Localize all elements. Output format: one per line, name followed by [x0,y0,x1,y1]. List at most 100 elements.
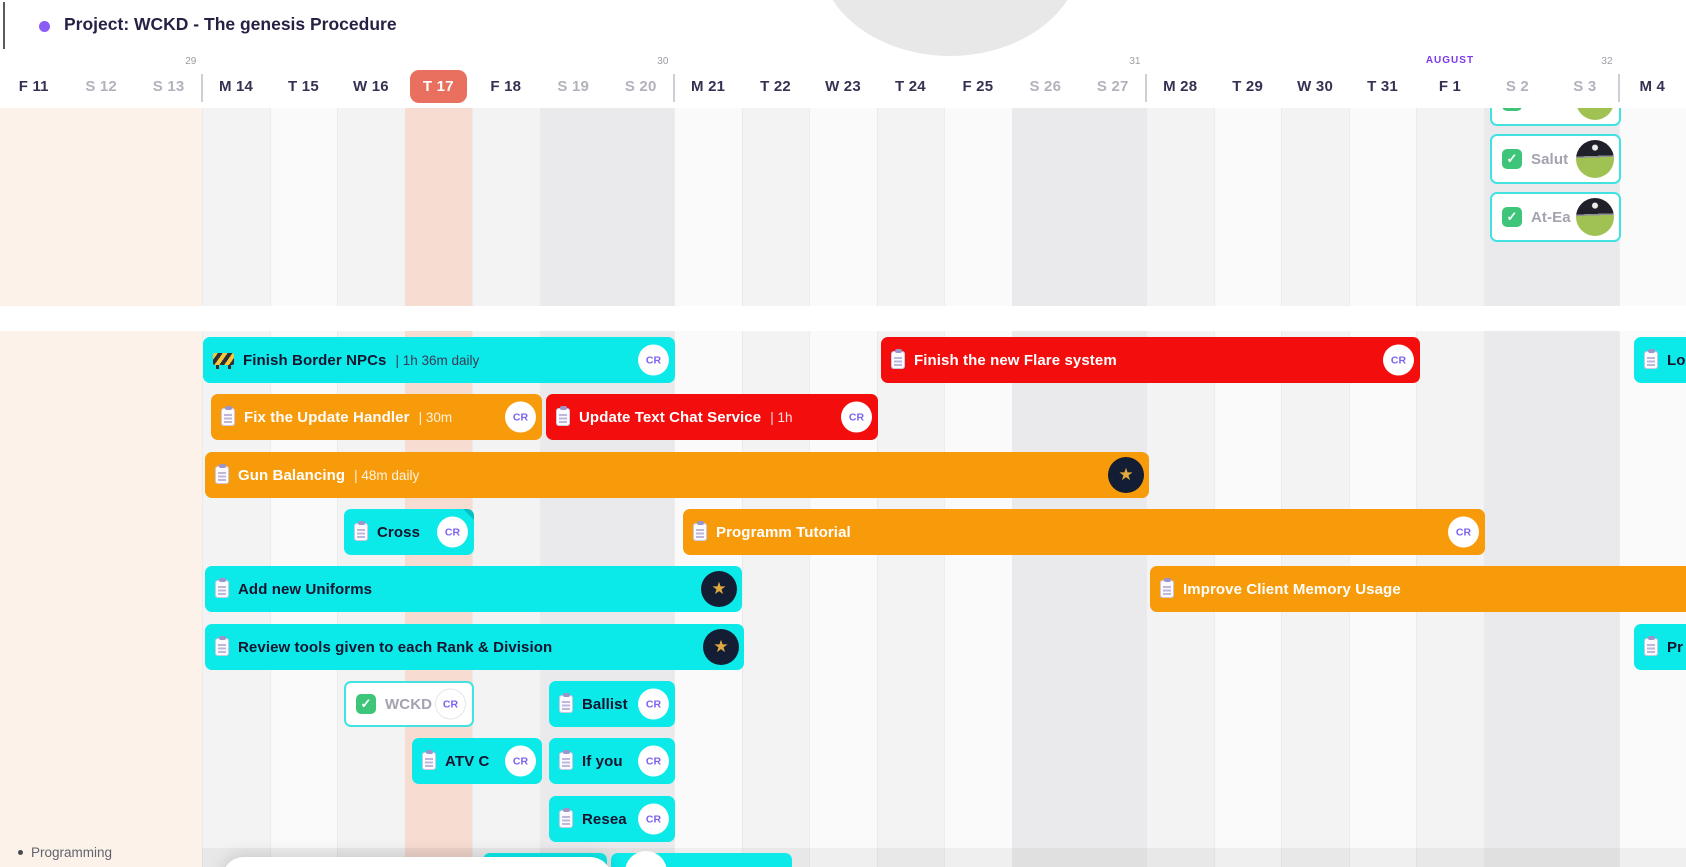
roadblock-icon [213,353,234,369]
day-label-m-4: M 4 [1639,78,1666,95]
day-label-w-16: W 16 [353,78,389,95]
section-separator [0,306,1686,331]
week-number-29: 29 [185,56,197,67]
task-bar-lo[interactable]: Lo [1634,337,1686,383]
clipboard-icon [1160,578,1174,598]
clipboard-icon [215,636,229,656]
task-bar-improve-client-memory-usage[interactable]: Improve Client Memory Usage [1150,566,1686,612]
cr-badge[interactable]: CR [638,803,669,835]
clipboard-icon [556,406,570,426]
avatar-badge-partial [625,851,667,867]
clipboard-icon [354,521,368,541]
day-label-s-13: S 13 [152,78,185,95]
cr-badge[interactable]: CR [1448,516,1479,548]
task-title: Finish Border NPCs [243,351,387,369]
task-bar-update-text-chat-service[interactable]: Update Text Chat Service | 1h CR [546,394,878,440]
day-label-s-27: S 27 [1096,78,1129,95]
task-title: Add new Uniforms [238,580,373,598]
project-color-dot [39,21,50,32]
checkbox-icon[interactable]: ✓ [356,694,376,714]
day-label-m-28: M 28 [1163,78,1198,95]
day-label-t-31: T 31 [1367,78,1398,95]
task-bar-fix-the-update-handler[interactable]: Fix the Update Handler | 30m CR [211,394,542,440]
section-label-text: Programming [31,845,113,860]
task-title: At-Ea [1531,208,1571,226]
task-title: Update Text Chat Service [579,408,762,426]
day-label-s-12: S 12 [85,78,117,95]
grid-column-f-11 [0,108,69,867]
task-title: Lo [1667,351,1686,369]
task-title: Cross [377,523,421,541]
section-bullet-icon [18,850,23,855]
assignee-avatar-eagle[interactable]: ★ [1108,457,1144,493]
task-bar-at-ease[interactable]: ✓ At-Ea [1490,192,1621,242]
task-bar-programm-tutorial[interactable]: Programm Tutorial CR [683,509,1485,555]
day-label-w-30: W 30 [1297,78,1333,95]
clipboard-icon [693,521,707,541]
task-bar-gun-balancing[interactable]: Gun Balancing | 48m daily ★ [205,452,1149,498]
day-label-f-1: F 1 [1438,78,1462,95]
task-bar-cross[interactable]: Cross CR [344,509,474,555]
week-divider-tick [1145,74,1148,102]
task-bar-ballist[interactable]: Ballist CR [549,681,675,727]
assignee-avatar-pirate[interactable] [1576,198,1614,236]
cr-badge[interactable]: CR [841,401,872,433]
day-label-t-22: T 22 [760,78,791,95]
checkbox-icon[interactable]: ✓ [1502,207,1522,227]
task-bar-wckd[interactable]: ✓ WCKD CR [344,681,474,727]
task-bar-finish-the-new-flare-system[interactable]: Finish the new Flare system CR [881,337,1420,383]
header-left-divider [3,2,5,49]
assignee-avatar-pirate[interactable] [1576,140,1614,178]
week-divider-tick [201,74,204,102]
task-title: Salut [1531,150,1569,168]
week-number-31: 31 [1129,56,1141,67]
clipboard-icon [221,406,235,426]
task-bar-review-tools-rank-division[interactable]: Review tools given to each Rank & Divisi… [205,624,744,670]
task-bar-pr[interactable]: Pr [1634,624,1686,670]
checkbox-icon[interactable]: ✓ [1502,149,1522,169]
task-title: Ballist [582,695,628,713]
cr-badge[interactable]: CR [638,688,669,720]
task-bar-bottom-task-b[interactable] [611,851,792,867]
clipboard-icon [559,808,573,828]
cr-badge[interactable]: CR [437,516,468,548]
clipboard-icon [1644,636,1658,656]
task-title: Resea [582,810,627,828]
assignee-avatar-eagle[interactable]: ★ [701,571,737,607]
cr-badge[interactable]: CR [505,401,536,433]
week-number-32: 32 [1601,56,1613,67]
task-title: Review tools given to each Rank & Divisi… [238,638,553,656]
cr-badge[interactable]: CR [1383,344,1414,376]
task-title: Pr [1667,638,1684,656]
cr-badge[interactable]: CR [505,745,536,777]
day-label-s-2: S 2 [1505,78,1529,95]
task-duration-suffix: | 1h [770,409,793,425]
assignee-avatar-eagle[interactable]: ★ [703,629,739,665]
task-bar-if-you[interactable]: If you CR [549,738,675,784]
task-title: Fix the Update Handler [244,408,410,426]
cr-badge[interactable]: CR [638,745,669,777]
task-bar-finish-border-npcs[interactable]: Finish Border NPCs | 1h 36m daily CR [203,337,675,383]
day-label-s-3: S 3 [1573,78,1597,95]
week-number-30: 30 [657,56,669,67]
cr-badge[interactable]: CR [435,688,466,720]
day-label-t-15: T 15 [288,78,319,95]
task-title: ATV C [445,752,490,770]
day-label-f-11: F 11 [18,78,49,95]
task-bar-add-new-uniforms[interactable]: Add new Uniforms ★ [205,566,742,612]
cr-badge[interactable]: CR [638,344,669,376]
day-label-s-26: S 26 [1029,78,1062,95]
task-bar-salute[interactable]: ✓ Salut [1490,134,1621,184]
task-duration-suffix: | 30m [418,409,453,425]
clipboard-icon [422,750,436,770]
day-label-f-18: F 18 [490,78,522,95]
grid-column-t-29 [1213,108,1283,867]
bottom-popover[interactable] [222,857,612,867]
month-label: AUGUST [1425,55,1475,66]
clipboard-icon [891,349,905,369]
task-bar-resea[interactable]: Resea CR [549,796,675,842]
task-bar-atv-c[interactable]: ATV C CR [412,738,542,784]
task-title: WCKD [385,695,433,713]
grid-column-f-1 [1416,108,1485,867]
